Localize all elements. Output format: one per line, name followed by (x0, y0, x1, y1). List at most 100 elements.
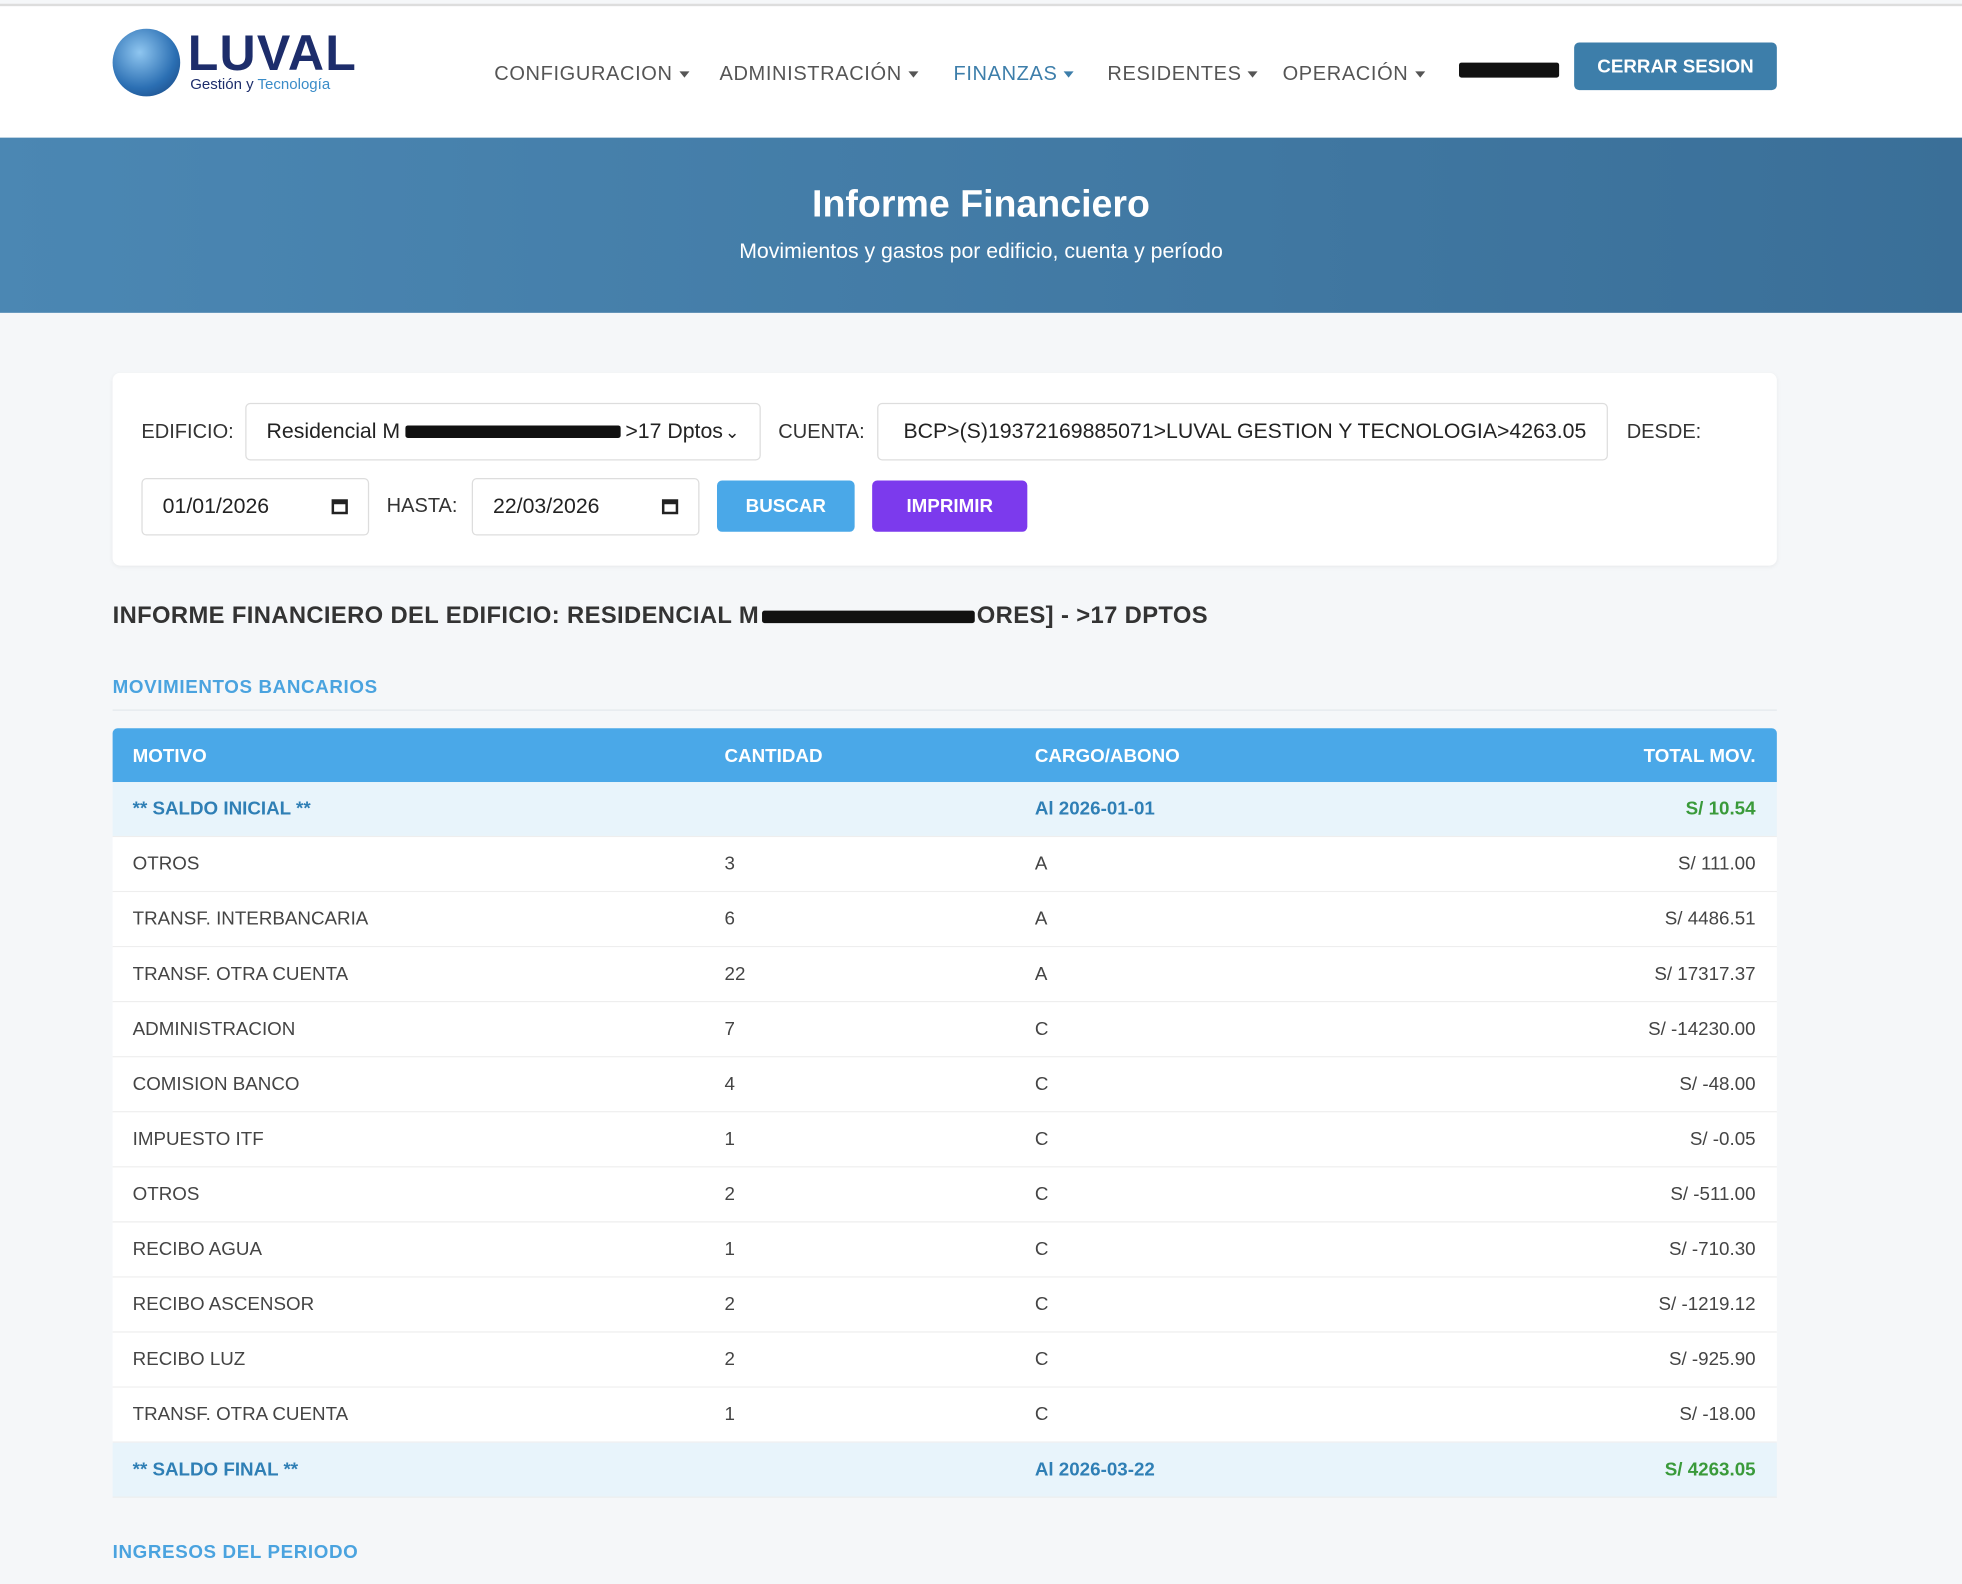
chevron: ⌄ (724, 421, 740, 442)
table-row: RECIBO ASCENSOR 2 C S/ -1219.12 (112, 1277, 1777, 1333)
cell: S/ 10.54 (1685, 798, 1756, 820)
filter-card: EDIFICIO: Residencial M >17 Dptos ⌄ CUENTA… (112, 372, 1777, 566)
cuenta-select[interactable]: BCP>(S)19372169885071>LUVAL GESTION Y TE… (877, 402, 1608, 461)
cuenta-value: BCP>(S)19372169885071>LUVAL GESTION Y TE… (903, 419, 1587, 443)
buscar-button[interactable]: BUSCAR (716, 480, 855, 532)
cell: TRANSF. OTRA CUENTA (132, 1403, 349, 1426)
cell: 4 (724, 1073, 735, 1095)
header-cell[interactable]: TOTAL MOV. (1643, 745, 1756, 768)
report-title: INFORME FINANCIERO DEL EDIFICIO: RESIDEN… (113, 603, 1208, 631)
nav-item[interactable]: FINANZAS (953, 64, 1073, 87)
cell: ** SALDO INICIAL ** (132, 798, 311, 820)
cell: C (1034, 1293, 1049, 1316)
edificio-prefix: Residencial M (266, 419, 401, 443)
cell: S/ -710.30 (1668, 1238, 1756, 1261)
cell: 2 (724, 1183, 735, 1206)
table-row: COMISION BANCO 4 C S/ -48.00 (112, 1057, 1777, 1113)
edificio-select[interactable]: Residencial M >17 Dptos ⌄ (245, 402, 761, 461)
cell: A (1034, 908, 1048, 930)
navbar: LUVAL Gestión y Tecnología CONFIGURACION… (0, 6, 1962, 138)
cell: C (1034, 1238, 1049, 1261)
cell: C (1034, 1403, 1049, 1426)
cell: 22 (724, 963, 746, 985)
hasta-value: 22/03/2026 (493, 494, 600, 519)
cell: RECIBO LUZ (132, 1348, 246, 1371)
nav-item[interactable]: CONFIGURACION (494, 64, 689, 87)
cell: C (1034, 1128, 1049, 1150)
cell: C (1034, 1018, 1049, 1040)
cell: S/ -48.00 (1679, 1073, 1756, 1095)
imprimir-button[interactable]: IMPRIMIR (872, 480, 1028, 532)
cell: OTROS (132, 1183, 200, 1206)
table-row: TRANSF. OTRA CUENTA 22 A S/ 17317.37 (112, 947, 1777, 1003)
cell: RECIBO AGUA (132, 1238, 262, 1261)
cell: S/ 111.00 (1677, 853, 1756, 875)
tagline-b: Tecnología (257, 75, 331, 93)
cell: S/ 17317.37 (1654, 963, 1756, 985)
logo-text[interactable]: LUVAL (187, 26, 358, 82)
cell: 2 (724, 1293, 735, 1316)
nav-item[interactable]: OPERACIÓN (1283, 64, 1425, 87)
logo-tagline: Gestión y Tecnología (190, 75, 330, 93)
section-divider (112, 709, 1777, 711)
saldo-row: ** SALDO FINAL ** Al 2026-03-22 S/ 4263.05 (112, 1442, 1777, 1498)
desde-value: 01/01/2026 (162, 494, 270, 519)
redaction (405, 425, 621, 438)
desde-input[interactable]: 01/01/2026 (141, 477, 370, 536)
hasta-label: HASTA: (386, 495, 458, 517)
cell: 1 (724, 1238, 735, 1261)
cell: TRANSF. OTRA CUENTA (132, 963, 349, 985)
table-row: ADMINISTRACION 7 C S/ -14230.00 (112, 1002, 1777, 1058)
table-row: RECIBO AGUA 1 C S/ -710.30 (112, 1222, 1777, 1278)
edificio-label: EDIFICIO: (141, 421, 234, 443)
page-title: Informe Financiero (812, 183, 1150, 226)
table-row: OTROS 2 C S/ -511.00 (112, 1167, 1777, 1223)
cell: 3 (724, 853, 735, 875)
cell: Al 2026-01-01 (1034, 798, 1155, 820)
cuenta-label: CUENTA: (778, 421, 865, 443)
nav-item[interactable]: ADMINISTRACIÓN (719, 64, 918, 87)
cell: 2 (724, 1348, 735, 1371)
logout-button[interactable]: CERRAR SESION (1574, 42, 1777, 91)
cell: C (1034, 1183, 1049, 1206)
redaction (761, 610, 975, 624)
header-cell[interactable]: CANTIDAD (724, 745, 823, 768)
cell: 1 (724, 1403, 735, 1426)
calendar-icon (661, 499, 679, 515)
tagline-a: Gestión y (190, 75, 254, 93)
cell: OTROS (132, 853, 200, 875)
page-subtitle: Movimientos y gastos por edificio, cuent… (739, 238, 1223, 263)
redacted-user[interactable] (1459, 62, 1560, 78)
banner: Informe Financiero Movimientos y gastos … (0, 137, 1962, 313)
cell: C (1034, 1348, 1049, 1371)
header-cell[interactable]: CARGO/ABONO (1034, 745, 1180, 768)
cell: S/ -1219.12 (1658, 1293, 1756, 1316)
cell: IMPUESTO ITF (132, 1128, 264, 1150)
cell: S/ -511.00 (1670, 1183, 1756, 1206)
cell: C (1034, 1073, 1049, 1095)
section-title: MOVIMIENTOS BANCARIOS (112, 676, 378, 699)
cell: S/ 4263.05 (1664, 1459, 1756, 1481)
desde-label: DESDE: (1626, 421, 1702, 443)
cell: ADMINISTRACION (132, 1018, 296, 1040)
cell: A (1034, 963, 1048, 985)
saldo-row: ** SALDO INICIAL ** Al 2026-01-01 S/ 10.54 (112, 782, 1777, 838)
cell: S/ -18.00 (1679, 1403, 1756, 1426)
cell: 7 (724, 1018, 735, 1040)
cell: 6 (724, 908, 735, 930)
report-title-prefix: INFORME FINANCIERO DEL EDIFICIO: RESIDEN… (112, 603, 760, 630)
nav-item[interactable]: RESIDENTES (1107, 64, 1257, 87)
logo-icon[interactable] (112, 28, 181, 97)
cell: TRANSF. INTERBANCARIA (132, 908, 369, 930)
report-title-suffix: ORES] - >17 DPTOS (976, 603, 1209, 630)
header-cell[interactable]: MOTIVO (132, 745, 207, 768)
cell: COMISION BANCO (132, 1073, 300, 1095)
cell: 1 (724, 1128, 735, 1150)
hasta-input[interactable]: 22/03/2026 (471, 477, 700, 536)
cell: S/ -14230.00 (1648, 1018, 1756, 1040)
cell: S/ 4486.51 (1664, 908, 1756, 930)
table-row: IMPUESTO ITF 1 C S/ -0.05 (112, 1112, 1777, 1168)
